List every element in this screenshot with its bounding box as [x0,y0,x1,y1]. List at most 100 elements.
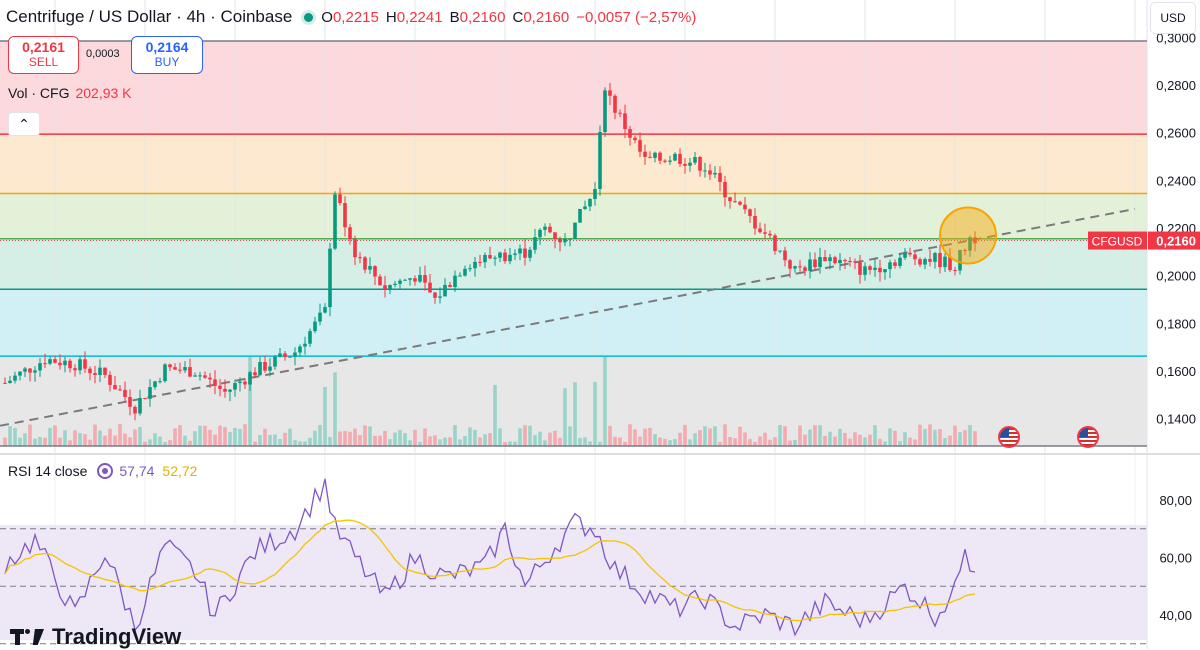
volume-bar [53,425,57,446]
highlight-circle [939,206,997,265]
candle-body [943,256,947,268]
rsi-indicator-icon[interactable] [97,463,114,479]
volume-bar [708,428,712,446]
candle-body [798,266,802,268]
volume-bar [838,428,842,446]
volume-bar [303,441,307,446]
candle-body [518,248,522,254]
candle-body [938,253,942,268]
candle-body [948,256,952,271]
volume-bar [88,439,92,446]
candle-body [323,307,327,313]
candle-body [18,371,22,376]
volume-bar [763,432,767,446]
volume-bar [523,425,527,446]
volume-bar [348,431,352,446]
candle-body [293,352,297,357]
price-tick-label: 0,2800 [1156,78,1196,93]
candle-body [143,398,147,400]
volume-bar [363,425,367,446]
candle-body [678,153,682,164]
volume-bar [353,428,357,446]
price-zone [0,134,1147,194]
volume-bar [943,437,947,446]
volume-bar [443,437,447,446]
volume-bar [843,432,847,446]
volume-bar [293,440,297,446]
candle-body [723,181,727,198]
candle-body [573,222,577,239]
candle-body [553,232,557,239]
candle-body [793,266,797,269]
volume-bar [533,435,537,446]
candle-body [268,366,272,371]
volume-bar [173,428,177,446]
volume-label: Vol · CFG [8,85,70,101]
candle-body [463,268,467,276]
volume-bar [63,430,67,446]
volume-bar [503,441,507,446]
volume-bar [198,425,202,446]
volume-bar [588,441,592,446]
candle-body [663,160,667,162]
volume-bar [833,436,837,446]
us-flag-event-icon[interactable] [998,426,1020,448]
buy-button[interactable]: 0,2164 BUY [131,36,203,74]
candle-body [403,279,407,281]
volume-bar [423,428,427,446]
volume-value: 202,93 K [75,85,132,101]
candle-body [578,208,582,223]
price-tick-label: 0,2000 [1156,269,1196,284]
collapse-legend-button[interactable]: ⌃ [8,112,40,136]
volume-bar [808,429,812,446]
candle-body [543,226,547,230]
volume-bar [93,424,97,446]
candle-body [348,227,352,240]
symbol-title: Centrifuge / US Dollar · 4h · Coinbase [6,7,293,26]
candle-body [658,152,662,161]
trend-line [0,207,1136,427]
currency-selector[interactable]: USD [1150,2,1196,34]
volume-bar [493,384,497,446]
candle-body [313,321,317,332]
candle-body [633,137,637,141]
candle-body [503,252,507,262]
candle-body [78,359,82,371]
volume-bar [413,429,417,446]
sell-button[interactable]: 0,2161 SELL [8,36,79,74]
candle-body [218,385,222,389]
us-flag-event-icon[interactable] [1077,426,1099,448]
candle-body [333,194,337,249]
candle-body [558,238,562,243]
volume-bar [558,437,562,446]
volume-bar [448,437,452,446]
rsi-tick-label: 80,00 [1159,493,1192,508]
candle-body [763,232,767,234]
volume-bar [458,439,462,446]
candle-body [138,398,142,414]
volume-bar [158,436,162,446]
candle-body [688,162,692,166]
volume-bar [13,427,17,446]
volume-bar [318,424,322,446]
volume-bar [78,433,82,446]
volume-bar [653,434,657,446]
volume-bar [758,436,762,446]
volume-bar [513,441,517,446]
volume-bar [673,439,677,446]
symbol-tag [1088,231,1147,250]
volume-bar [878,438,882,446]
candle-body [353,239,357,258]
volume-bar [703,426,707,446]
candle-body [483,254,487,263]
volume-bar [768,439,772,446]
volume-bar [288,428,292,446]
candle-body [668,160,672,162]
candle-body [203,375,207,378]
candle-body [813,259,817,268]
chart-header: Centrifuge / US Dollar · 4h · Coinbase O… [6,6,703,28]
candle-body [583,206,587,209]
candle-body [733,201,737,203]
volume-bar [698,430,702,446]
